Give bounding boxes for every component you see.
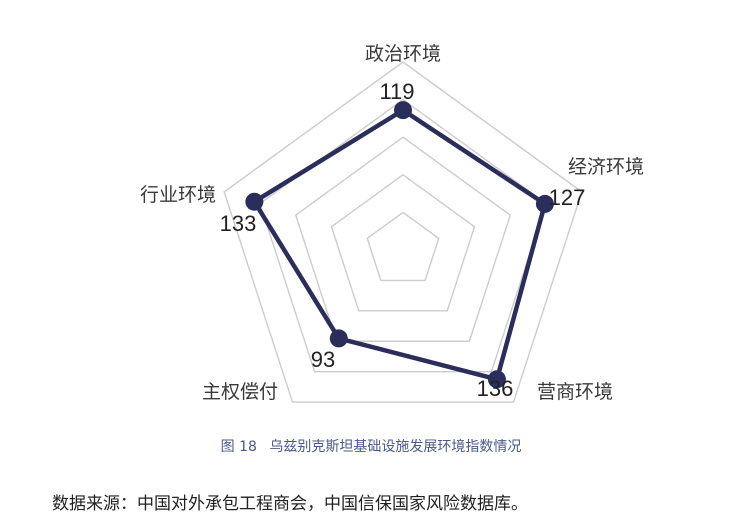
figure-title: 乌兹别克斯坦基础设施发展环境指数情况 — [269, 439, 522, 455]
grid-ring-2 — [330, 173, 476, 312]
series-polygon — [252, 107, 548, 382]
data-label: 119 — [379, 79, 414, 104]
axis-label: 行业环境 — [140, 184, 216, 206]
axis-label: 政治环境 — [365, 43, 441, 65]
data-label: 133 — [220, 211, 257, 236]
data-label: 127 — [549, 185, 586, 210]
data-points — [245, 101, 554, 389]
data-label: 93 — [311, 347, 335, 372]
grid-ring-3 — [294, 136, 512, 342]
grid-ring-5 — [223, 61, 583, 403]
data-point — [487, 370, 506, 389]
data-point — [329, 329, 348, 348]
grid-ring-1 — [366, 211, 440, 282]
figure-caption: 图 18 乌兹别克斯坦基础设施发展环境指数情况 — [0, 436, 742, 456]
axis-label: 营商环境 — [537, 381, 613, 403]
data-source: 数据来源：中国对外承包工程商会，中国信保国家风险数据库。 — [52, 494, 528, 514]
data-point — [535, 194, 554, 213]
data-point — [245, 192, 264, 211]
data-point — [394, 101, 412, 120]
axis-label: 经济环境 — [568, 156, 644, 178]
axis-label: 主权偿付 — [202, 381, 278, 403]
data-label: 136 — [477, 376, 514, 401]
figure-number: 图 18 — [220, 439, 257, 455]
